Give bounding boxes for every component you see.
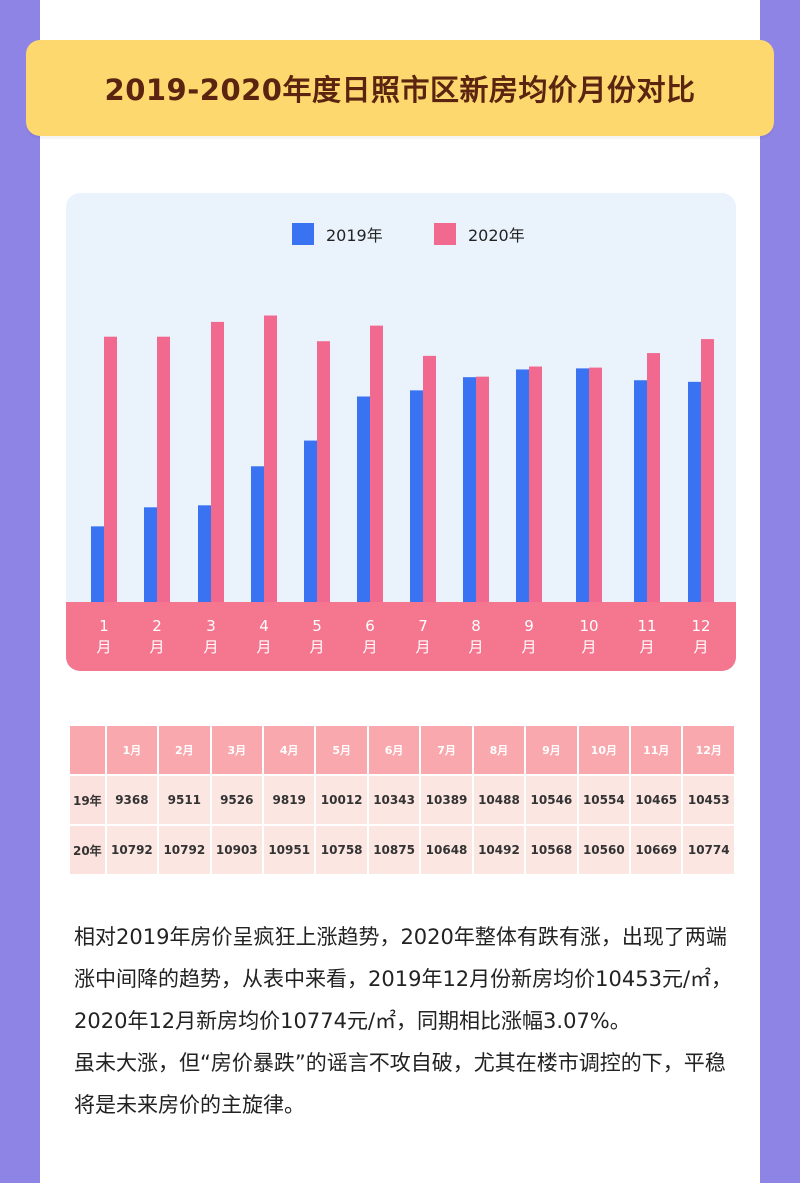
table-row: 19年 9368 9511 9526 9819 10012 10343 1038…: [70, 776, 734, 824]
table-header-cell: 10月: [578, 726, 630, 774]
bar-chart: 1 月 2 月 3 月 4 月 5 月 6 月 7 月 8 月 9 月 10 月 11 月 12 月: [66, 315, 736, 671]
bar-2019-month-7: [410, 390, 423, 602]
table-cell: 10012: [316, 776, 367, 824]
table-cell: 9511: [159, 776, 210, 824]
table-cell: 9526: [211, 776, 262, 824]
table-cell: 10453: [683, 776, 734, 824]
table-header-cell: 9月: [526, 726, 577, 774]
bar-2019-month-1: [91, 526, 104, 602]
bar-2019-month-6: [357, 396, 370, 602]
table-cell: 10488: [473, 776, 525, 824]
bar-2019-month-10: [576, 368, 589, 602]
price-table: 1月 2月 3月 4月 5月 6月 7月 8月 9月 10月 11月 12月 1…: [68, 724, 736, 876]
x-tick-label: 10 月: [579, 617, 598, 656]
table-cell: 10669: [631, 826, 682, 874]
table-row: 20年 10792 10792 10903 10951 10758 10875 …: [70, 826, 734, 874]
legend-label-2019: 2019年: [326, 226, 383, 245]
chart-legend: 2019年 2020年: [0, 222, 800, 246]
bar-2020-month-7: [423, 355, 436, 602]
bar-2020-month-2: [157, 336, 170, 602]
bar-2020-month-1: [104, 336, 117, 602]
table-cell: 10875: [368, 826, 420, 874]
bar-2020-month-8: [476, 376, 489, 602]
bars-group: [91, 315, 714, 602]
bar-2019-month-5: [304, 440, 317, 602]
table-cell: 10648: [421, 826, 472, 874]
bar-2020-month-4: [264, 315, 277, 602]
table-cell: 9368: [106, 776, 158, 824]
bar-2019-month-11: [634, 380, 647, 602]
table-row-label: 20年: [70, 826, 105, 874]
table-cell: 9819: [263, 776, 315, 824]
table-cell: 10774: [683, 826, 734, 874]
table-cell: 10343: [368, 776, 420, 824]
table-header-cell: 1月: [106, 726, 158, 774]
title-banner: 2019-2020年度日照市区新房均价月份对比: [26, 40, 774, 136]
bar-2019-month-3: [198, 505, 211, 602]
paragraph: 相对2019年房价呈疯狂上涨趋势，2020年整体有跌有涨，出现了两端涨中间降的趋…: [74, 925, 733, 1033]
legend-swatch-2019: [292, 223, 314, 245]
table-header-cell: 2月: [159, 726, 210, 774]
table-cell: 10389: [421, 776, 472, 824]
tick-labels: 1 月 2 月 3 月 4 月 5 月 6 月 7 月 8 月 9 月 10 月 11 月 12 月: [96, 617, 710, 656]
table-cell: 10554: [578, 776, 630, 824]
table-header-row: 1月 2月 3月 4月 5月 6月 7月 8月 9月 10月 11月 12月: [70, 726, 734, 774]
table-cell: 10568: [526, 826, 577, 874]
bar-chart-panel: 1 月 2 月 3 月 4 月 5 月 6 月 7 月 8 月 9 月 10 月 11 月 12 月: [66, 193, 736, 671]
bar-2020-month-6: [370, 325, 383, 602]
table-header-cell: [70, 726, 105, 774]
bar-2019-month-9: [516, 369, 529, 602]
table-cell: 10546: [526, 776, 577, 824]
page-title: 2019-2020年度日照市区新房均价月份对比: [104, 73, 696, 107]
bar-2020-month-3: [211, 321, 224, 602]
legend-swatch-2020: [434, 223, 456, 245]
table-cell: 10465: [631, 776, 682, 824]
x-tick-label: 11 月: [637, 617, 656, 656]
table-header-cell: 3月: [211, 726, 262, 774]
table-header-cell: 12月: [683, 726, 734, 774]
table-header-cell: 5月: [316, 726, 367, 774]
table-header-cell: 11月: [631, 726, 682, 774]
table-header-cell: 8月: [473, 726, 525, 774]
table-cell: 10792: [159, 826, 210, 874]
x-tick-label: 12 月: [691, 617, 710, 656]
paragraph: 虽未大涨，但“房价暴跌”的谣言不攻自破，尤其在楼市调控的下，平稳将是未来房价的主…: [74, 1051, 726, 1117]
bar-2019-month-2: [144, 507, 157, 602]
table-cell: 10492: [473, 826, 525, 874]
bar-2019-month-12: [688, 381, 701, 602]
bar-2020-month-10: [589, 367, 602, 602]
legend-label-2020: 2020年: [468, 226, 525, 245]
legend-item-2020: 2020年: [434, 222, 525, 246]
table-header-cell: 7月: [421, 726, 472, 774]
table-header-cell: 6月: [368, 726, 420, 774]
table-header-cell: 4月: [263, 726, 315, 774]
bar-2020-month-12: [701, 339, 714, 602]
table-cell: 10951: [263, 826, 315, 874]
bar-2020-month-11: [647, 353, 660, 602]
bar-2019-month-4: [251, 466, 264, 602]
table-row-label: 19年: [70, 776, 105, 824]
bar-2020-month-9: [529, 366, 542, 602]
bar-2020-month-5: [317, 341, 330, 602]
table-cell: 10792: [106, 826, 158, 874]
table-cell: 10758: [316, 826, 367, 874]
analysis-text: 相对2019年房价呈疯狂上涨趋势，2020年整体有跌有涨，出现了两端涨中间降的趋…: [74, 916, 738, 1126]
bar-2019-month-8: [463, 377, 476, 602]
legend-item-2019: 2019年: [292, 222, 383, 246]
axis-band: [66, 602, 736, 671]
table-cell: 10903: [211, 826, 262, 874]
table-cell: 10560: [578, 826, 630, 874]
